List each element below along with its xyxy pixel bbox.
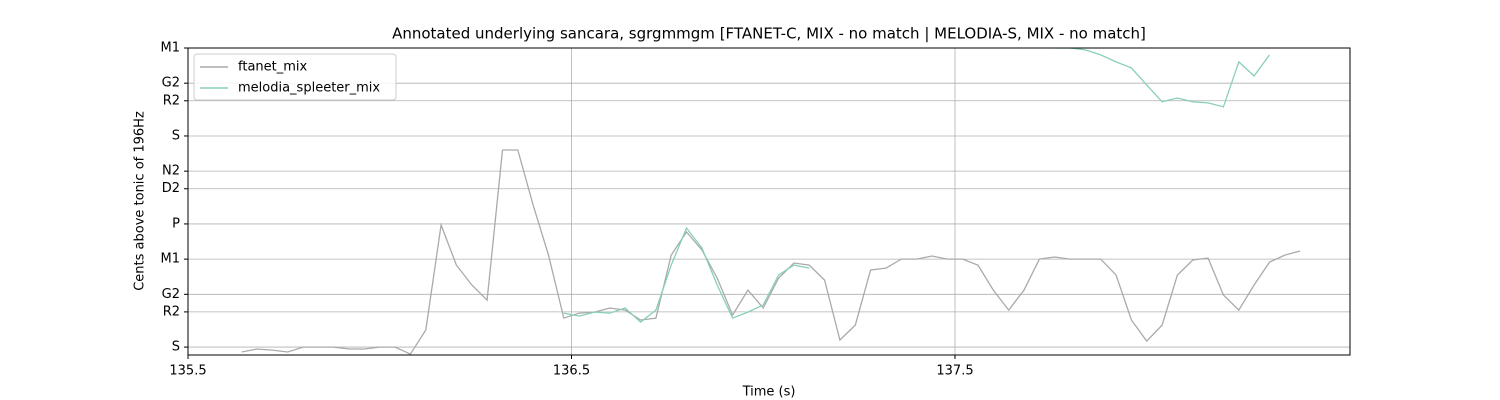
y-tick-label: M1 bbox=[161, 41, 181, 56]
x-axis-label: Time (s) bbox=[742, 385, 796, 400]
y-tick-label: D2 bbox=[162, 181, 180, 196]
y-tick-label: G2 bbox=[162, 287, 180, 302]
y-tick-label: P bbox=[172, 216, 180, 231]
chart-title: Annotated underlying sancara, sgrgmmgm [… bbox=[392, 25, 1146, 43]
legend-label: melodia_spleeter_mix bbox=[238, 81, 380, 96]
x-tick-label: 137.5 bbox=[936, 364, 973, 379]
series-line bbox=[241, 149, 1301, 355]
legend-label: ftanet_mix bbox=[238, 60, 308, 75]
y-tick-label: M1 bbox=[161, 252, 181, 267]
x-tick-label: 136.5 bbox=[553, 364, 590, 379]
plot-frame bbox=[187, 47, 1351, 356]
y-tick-label: S bbox=[172, 340, 180, 355]
y-tick-label: G2 bbox=[162, 76, 180, 91]
y-tick-label: R2 bbox=[163, 93, 180, 108]
x-tick-label: 135.5 bbox=[169, 364, 206, 379]
series-line bbox=[563, 48, 1271, 323]
y-tick-label: N2 bbox=[162, 164, 180, 179]
legend-box bbox=[193, 53, 397, 101]
y-tick-label: R2 bbox=[163, 304, 180, 319]
y-axis-label: Cents above tonic of 196Hz bbox=[133, 111, 148, 291]
y-tick-label: S bbox=[172, 128, 180, 143]
